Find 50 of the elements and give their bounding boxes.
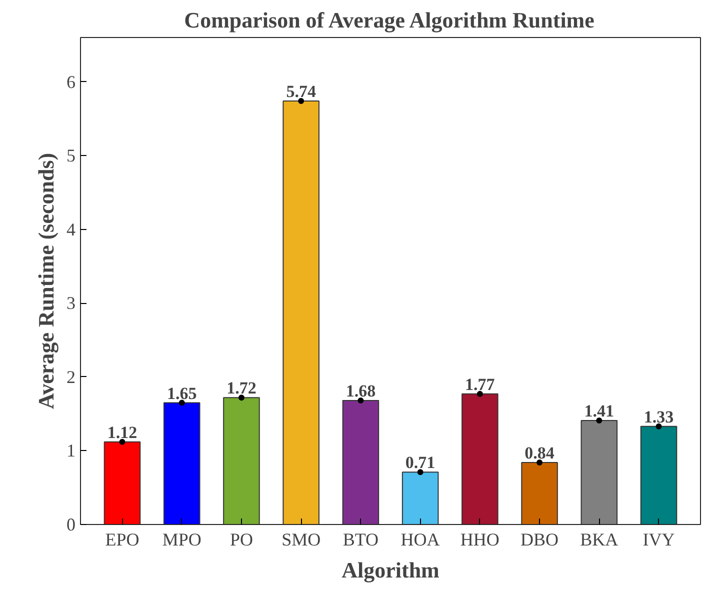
y-tick-label: 1 bbox=[66, 440, 76, 461]
point bbox=[238, 394, 244, 401]
bar bbox=[640, 426, 678, 524]
y-tick-label: 3 bbox=[66, 293, 76, 314]
y-tick-label: 4 bbox=[66, 219, 76, 240]
x-tick-label: BTO bbox=[342, 530, 379, 550]
x-tick-label: DBO bbox=[520, 530, 559, 550]
bar bbox=[223, 397, 260, 524]
y-tick-label: 0 bbox=[66, 514, 76, 534]
x-tick-label: MPO bbox=[162, 530, 202, 550]
bar bbox=[521, 462, 558, 524]
point bbox=[119, 438, 126, 445]
point bbox=[298, 98, 304, 104]
x-tick-label: EPO bbox=[105, 530, 140, 550]
point bbox=[417, 469, 424, 476]
bar bbox=[580, 420, 618, 524]
point bbox=[536, 460, 543, 466]
x-axis-title: Algorithm bbox=[342, 558, 440, 582]
bar bbox=[462, 393, 498, 524]
data-label: 1.72 bbox=[226, 378, 256, 398]
bar bbox=[163, 402, 200, 524]
bar bbox=[282, 100, 320, 524]
chart-title: Comparison of Average Algorithm Runtime bbox=[184, 8, 595, 32]
bar bbox=[104, 441, 141, 524]
x-tick-label: BKA bbox=[580, 530, 618, 550]
point bbox=[476, 390, 483, 397]
point bbox=[358, 398, 364, 404]
data-label: 0.71 bbox=[405, 453, 436, 472]
y-tick-label: 6 bbox=[66, 72, 76, 92]
x-tick-label: HOA bbox=[400, 530, 440, 550]
data-label: 1.33 bbox=[644, 407, 674, 426]
point bbox=[596, 417, 602, 424]
x-tick-label: HHO bbox=[460, 530, 500, 550]
data-label: 1.65 bbox=[166, 384, 197, 403]
y-tick-label: 2 bbox=[66, 366, 76, 387]
x-tick-label: SMO bbox=[282, 530, 321, 550]
data-label: 1.41 bbox=[584, 401, 614, 420]
y-tick-label: 5 bbox=[66, 146, 76, 166]
data-label: 0.84 bbox=[524, 444, 555, 463]
bar bbox=[402, 472, 439, 524]
bar bbox=[342, 400, 380, 524]
x-tick-label: IVY bbox=[642, 530, 675, 550]
data-label: 1.12 bbox=[107, 422, 138, 442]
point bbox=[656, 423, 662, 430]
x-tick-label: PO bbox=[230, 530, 253, 550]
point bbox=[178, 400, 185, 406]
data-label: 5.74 bbox=[286, 82, 316, 101]
data-label: 1.77 bbox=[465, 374, 496, 394]
y-axis-title: Average Runtime (seconds) bbox=[34, 152, 58, 410]
data-label: 1.68 bbox=[346, 382, 376, 401]
